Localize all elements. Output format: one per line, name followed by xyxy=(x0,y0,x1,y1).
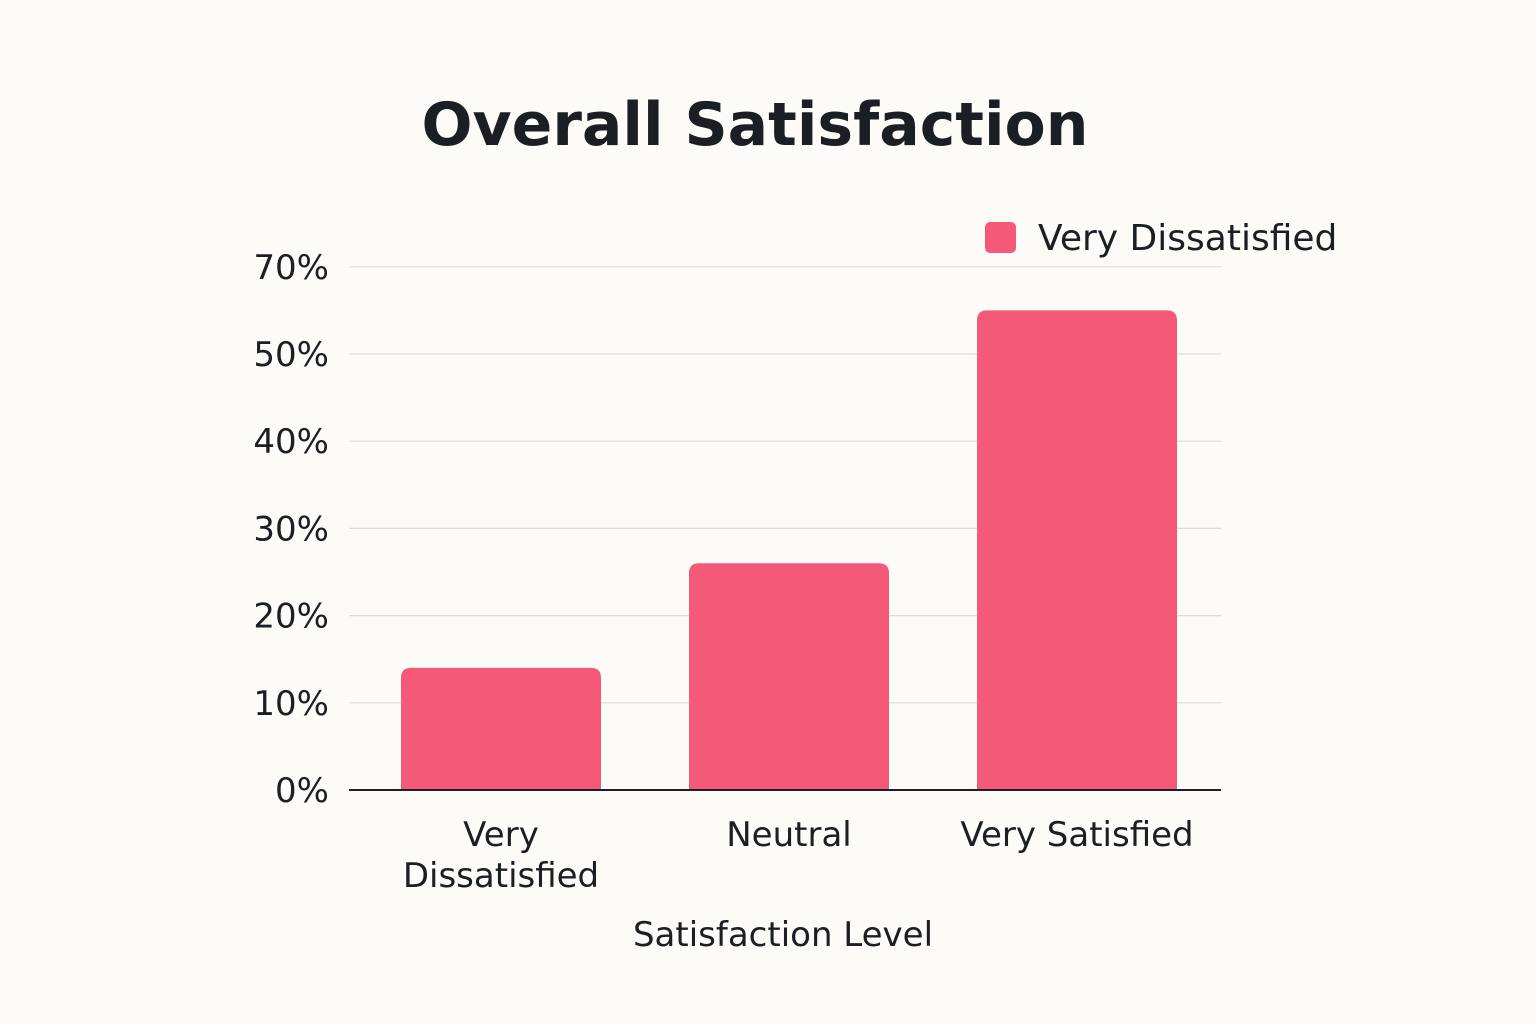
y-tick-label: 0% xyxy=(275,771,329,811)
y-tick-label: 10% xyxy=(253,684,329,724)
chart-title: Overall Satisfaction xyxy=(422,90,1089,160)
x-axis-label: Satisfaction Level xyxy=(633,915,933,955)
bar-neutral xyxy=(689,563,889,790)
x-tick-label: Neutral xyxy=(726,815,852,855)
legend-label: Very Dissatisfied xyxy=(1038,218,1337,259)
y-tick-label: 70% xyxy=(253,248,329,288)
legend-swatch xyxy=(985,222,1016,253)
x-axis-ticks: Very Dissatisfied Neutral Very Satisfied xyxy=(403,815,1194,896)
y-axis-ticks: 0% 10% 20% 30% 40% 50% 70% xyxy=(253,248,329,811)
y-tick-label: 50% xyxy=(253,335,329,375)
x-tick-label: Very Dissatisfied xyxy=(403,815,599,896)
bar-very-dissatisfied xyxy=(401,667,601,790)
bar-very-satisfied xyxy=(977,310,1177,790)
x-tick-label: Very Satisfied xyxy=(960,815,1193,855)
y-tick-label: 30% xyxy=(253,509,329,549)
bars xyxy=(401,310,1177,790)
y-tick-label: 40% xyxy=(253,422,329,462)
y-tick-label: 20% xyxy=(253,597,329,637)
legend: Very Dissatisfied xyxy=(985,218,1337,259)
